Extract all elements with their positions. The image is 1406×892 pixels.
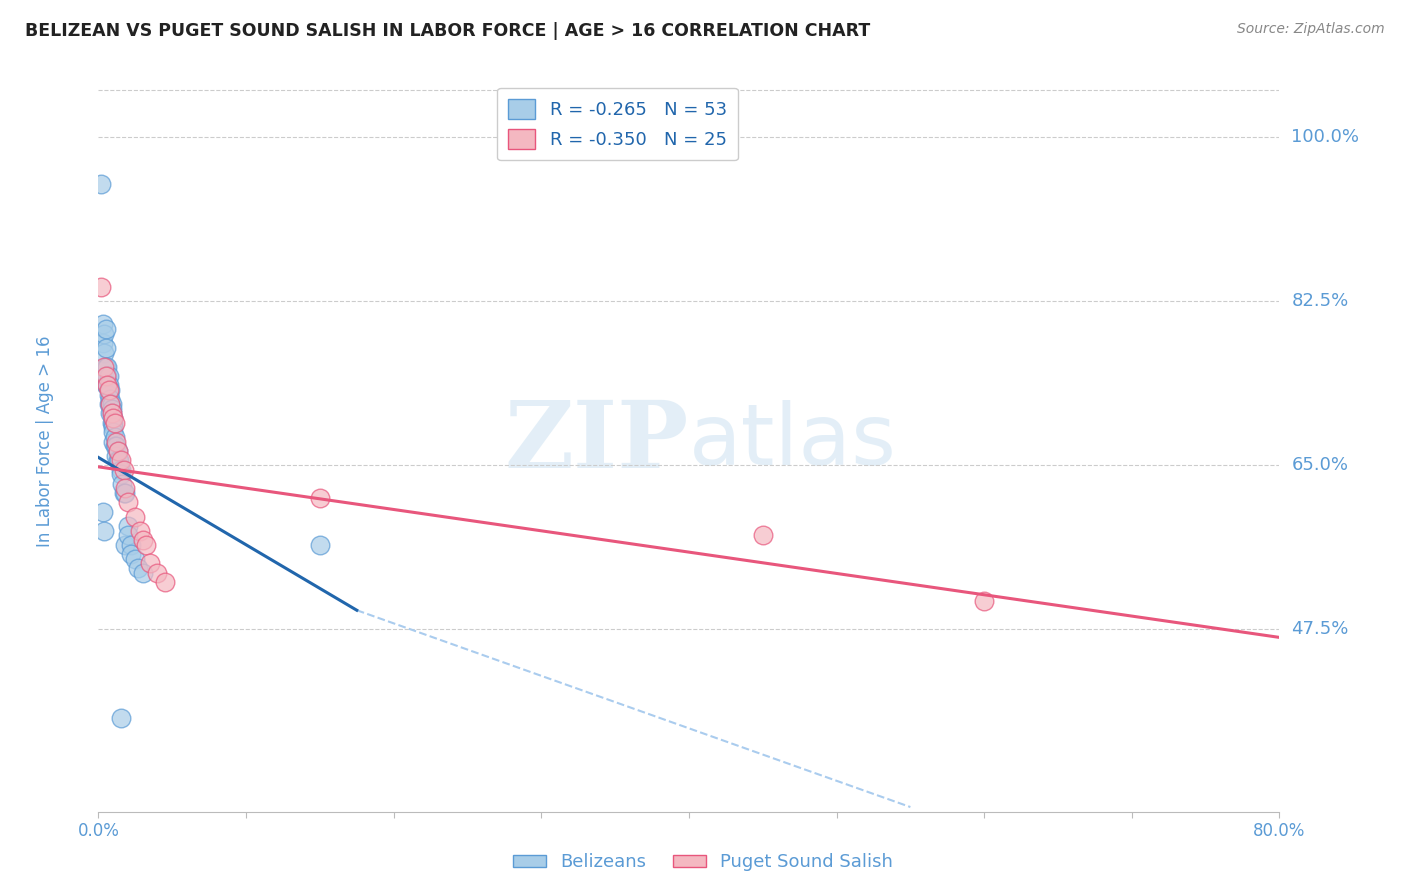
Text: 82.5%: 82.5% [1291,292,1348,310]
Puget Sound Salish [103,411,125,425]
Belizeans [90,177,112,191]
Belizeans [93,326,115,341]
Belizeans [94,359,117,374]
Text: atlas: atlas [689,400,897,483]
Belizeans [97,368,120,383]
Puget Sound Salish [97,383,120,397]
Belizeans [111,476,134,491]
Belizeans [127,561,149,575]
Belizeans [100,416,122,430]
Puget Sound Salish [90,280,112,294]
Belizeans [107,444,129,458]
Puget Sound Salish [105,434,128,449]
Puget Sound Salish [973,594,995,608]
Belizeans [110,467,132,482]
Puget Sound Salish [135,538,157,552]
Belizeans [104,439,127,453]
Belizeans [97,387,120,401]
Belizeans [103,420,125,434]
Puget Sound Salish [94,368,117,383]
Belizeans [97,397,120,411]
Belizeans [108,453,131,467]
Belizeans [100,401,122,416]
Text: Source: ZipAtlas.com: Source: ZipAtlas.com [1237,22,1385,37]
Puget Sound Salish [107,444,129,458]
Text: 100.0%: 100.0% [1291,128,1360,146]
Belizeans [97,378,120,392]
Belizeans [100,406,122,420]
Text: ZIP: ZIP [505,397,689,486]
Belizeans [100,397,122,411]
Belizeans [114,486,136,500]
Belizeans [105,449,128,463]
Belizeans [91,318,114,332]
Puget Sound Salish [153,575,176,590]
Belizeans [112,486,135,500]
Text: 47.5%: 47.5% [1291,620,1348,638]
Belizeans [91,505,114,519]
Belizeans [98,383,121,397]
Puget Sound Salish [104,416,127,430]
Belizeans [93,524,115,538]
Text: BELIZEAN VS PUGET SOUND SALISH IN LABOR FORCE | AGE > 16 CORRELATION CHART: BELIZEAN VS PUGET SOUND SALISH IN LABOR … [25,22,870,40]
Puget Sound Salish [114,482,136,496]
Belizeans [110,711,132,725]
Belizeans [96,359,118,374]
Belizeans [309,538,332,552]
Belizeans [114,538,136,552]
Puget Sound Salish [100,406,122,420]
Belizeans [96,368,118,383]
Puget Sound Salish [96,378,118,392]
Belizeans [103,411,125,425]
Puget Sound Salish [117,495,139,509]
Puget Sound Salish [110,453,132,467]
Puget Sound Salish [112,463,135,477]
Belizeans [110,463,132,477]
Belizeans [94,322,117,336]
Legend: Belizeans, Puget Sound Salish: Belizeans, Puget Sound Salish [506,847,900,879]
Belizeans [117,519,139,533]
Belizeans [132,566,155,580]
Belizeans [103,434,125,449]
Puget Sound Salish [128,524,150,538]
Puget Sound Salish [752,528,775,542]
Puget Sound Salish [93,359,115,374]
Belizeans [120,547,142,561]
Belizeans [120,538,142,552]
Belizeans [94,341,117,355]
Belizeans [124,551,146,566]
Puget Sound Salish [309,491,332,505]
Belizeans [94,378,117,392]
Puget Sound Salish [146,566,169,580]
Belizeans [104,430,127,444]
Belizeans [103,416,125,430]
Puget Sound Salish [98,397,121,411]
Belizeans [91,336,114,351]
Puget Sound Salish [124,509,146,524]
Belizeans [107,453,129,467]
Belizeans [93,345,115,359]
Text: 65.0%: 65.0% [1291,456,1348,474]
Text: In Labor Force | Age > 16: In Labor Force | Age > 16 [37,335,55,548]
Legend: R = -0.265   N = 53, R = -0.350   N = 25: R = -0.265 N = 53, R = -0.350 N = 25 [498,87,738,161]
Belizeans [98,406,121,420]
Belizeans [98,392,121,407]
Belizeans [105,439,128,453]
Belizeans [98,397,121,411]
Belizeans [117,528,139,542]
Puget Sound Salish [132,533,155,547]
Belizeans [103,425,125,439]
Puget Sound Salish [139,557,162,571]
Belizeans [96,378,118,392]
